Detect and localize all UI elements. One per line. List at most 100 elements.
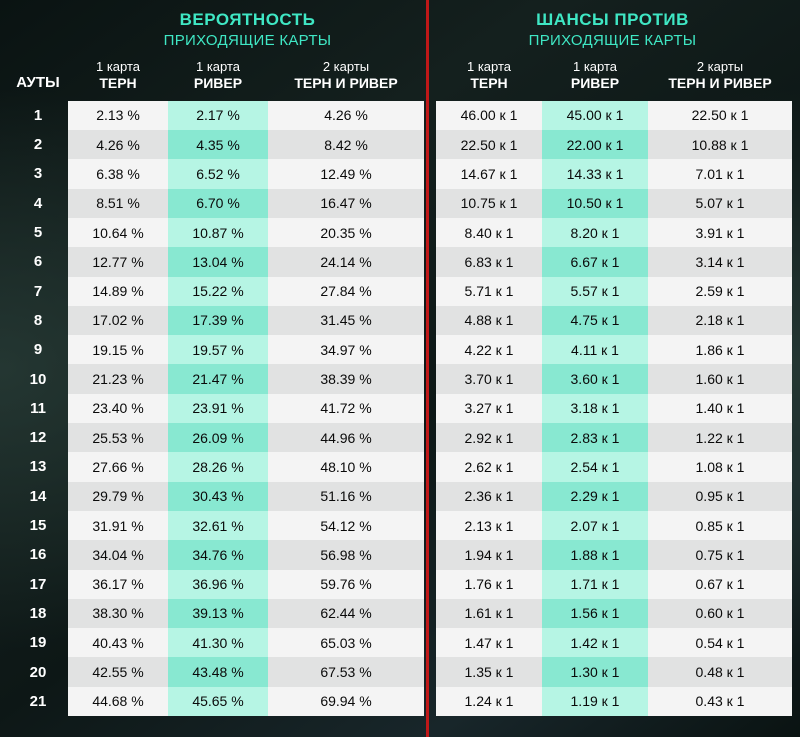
cell-both-pct: 65.03 % [268,628,424,657]
cell-river-odds: 2.07 к 1 [542,511,648,540]
cell-both-pct: 34.97 % [268,335,424,364]
table-row: 1123.40 %23.91 %41.72 %3.27 к 13.18 к 11… [8,394,792,423]
left-half: 17.02 %17.39 %31.45 % [68,306,424,335]
right-half: 1.35 к 11.30 к 10.48 к 1 [430,657,792,686]
left-half: 36.17 %36.96 %59.76 % [68,570,424,599]
cell-both-pct: 62.44 % [268,599,424,628]
left-half: 27.66 %28.26 %48.10 % [68,452,424,481]
right-title: ШАНСЫ ПРОТИВ [433,10,792,30]
cell-turn-pct: 19.15 % [68,335,168,364]
cell-turn-pct: 21.23 % [68,364,168,393]
table-row: 24.26 %4.35 %8.42 %22.50 к 122.00 к 110.… [8,130,792,159]
cell-turn-pct: 27.66 % [68,452,168,481]
cell-turn-odds: 1.47 к 1 [436,628,542,657]
outs-cell: 10 [8,364,68,393]
left-headers: 1 карта ТЕРН 1 карта РИВЕР 2 карты ТЕРН … [68,59,424,93]
cell-turn-odds: 8.40 к 1 [436,218,542,247]
header-label: ТЕРН [436,75,542,93]
right-half: 1.47 к 11.42 к 10.54 к 1 [430,628,792,657]
cell-river-odds: 1.71 к 1 [542,570,648,599]
cell-turn-pct: 31.91 % [68,511,168,540]
cell-river-pct: 39.13 % [168,599,268,628]
cell-both-pct: 51.16 % [268,482,424,511]
left-half: 4.26 %4.35 %8.42 % [68,130,424,159]
outs-cell: 5 [8,218,68,247]
cell-river-odds: 14.33 к 1 [542,159,648,188]
cell-river-odds: 1.88 к 1 [542,540,648,569]
table-row: 919.15 %19.57 %34.97 %4.22 к 14.11 к 11.… [8,335,792,364]
cell-both-odds: 2.59 к 1 [648,277,792,306]
outs-cell: 8 [8,306,68,335]
cell-both-pct: 4.26 % [268,101,424,130]
cell-river-odds: 2.29 к 1 [542,482,648,511]
cell-turn-odds: 2.62 к 1 [436,452,542,481]
right-half: 1.24 к 11.19 к 10.43 к 1 [430,687,792,716]
cell-both-odds: 3.14 к 1 [648,247,792,276]
cell-both-pct: 41.72 % [268,394,424,423]
table-row: 1940.43 %41.30 %65.03 %1.47 к 11.42 к 10… [8,628,792,657]
column-headers: АУТЫ 1 карта ТЕРН 1 карта РИВЕР 2 карты … [8,59,792,93]
cell-turn-pct: 12.77 % [68,247,168,276]
outs-cell: 20 [8,657,68,686]
header-label: РИВЕР [168,75,268,93]
cell-turn-pct: 40.43 % [68,628,168,657]
cell-river-pct: 28.26 % [168,452,268,481]
cell-river-odds: 22.00 к 1 [542,130,648,159]
cell-turn-odds: 46.00 к 1 [436,101,542,130]
cell-both-pct: 16.47 % [268,189,424,218]
cell-river-odds: 2.83 к 1 [542,423,648,452]
cell-river-pct: 23.91 % [168,394,268,423]
right-half: 8.40 к 18.20 к 13.91 к 1 [430,218,792,247]
header-label: 1 карта [68,59,168,75]
cell-river-pct: 19.57 % [168,335,268,364]
outs-cell: 1 [8,101,68,130]
left-half: 12.77 %13.04 %24.14 % [68,247,424,276]
cell-both-pct: 38.39 % [268,364,424,393]
outs-cell: 2 [8,130,68,159]
cell-turn-odds: 3.27 к 1 [436,394,542,423]
header-left-turn: 1 карта ТЕРН [68,59,168,93]
left-half: 44.68 %45.65 %69.94 % [68,687,424,716]
left-half: 6.38 %6.52 %12.49 % [68,159,424,188]
left-half: 14.89 %15.22 %27.84 % [68,277,424,306]
left-subtitle: ПРИХОДЯЩИЕ КАРТЫ [68,32,427,49]
cell-turn-odds: 2.92 к 1 [436,423,542,452]
outs-cell: 16 [8,540,68,569]
outs-cell: 9 [8,335,68,364]
left-half: 25.53 %26.09 %44.96 % [68,423,424,452]
header-right-turn: 1 карта ТЕРН [436,59,542,93]
cell-river-pct: 36.96 % [168,570,268,599]
header-left-river: 1 карта РИВЕР [168,59,268,93]
table-row: 1225.53 %26.09 %44.96 %2.92 к 12.83 к 11… [8,423,792,452]
table-row: 1531.91 %32.61 %54.12 %2.13 к 12.07 к 10… [8,511,792,540]
cell-river-odds: 8.20 к 1 [542,218,648,247]
cell-both-odds: 5.07 к 1 [648,189,792,218]
cell-turn-odds: 14.67 к 1 [436,159,542,188]
cell-river-odds: 4.11 к 1 [542,335,648,364]
cell-both-odds: 3.91 к 1 [648,218,792,247]
cell-both-pct: 31.45 % [268,306,424,335]
table-row: 612.77 %13.04 %24.14 %6.83 к 16.67 к 13.… [8,247,792,276]
cell-both-odds: 0.95 к 1 [648,482,792,511]
cell-both-odds: 0.85 к 1 [648,511,792,540]
left-half: 10.64 %10.87 %20.35 % [68,218,424,247]
right-half: 2.92 к 12.83 к 11.22 к 1 [430,423,792,452]
cell-both-pct: 67.53 % [268,657,424,686]
outs-cell: 15 [8,511,68,540]
cell-turn-pct: 23.40 % [68,394,168,423]
cell-both-pct: 59.76 % [268,570,424,599]
cell-turn-odds: 1.35 к 1 [436,657,542,686]
left-half: 38.30 %39.13 %62.44 % [68,599,424,628]
outs-cell: 4 [8,189,68,218]
left-title-block: ВЕРОЯТНОСТЬ ПРИХОДЯЩИЕ КАРТЫ [68,10,427,49]
cell-river-odds: 1.42 к 1 [542,628,648,657]
cell-river-pct: 4.35 % [168,130,268,159]
cell-turn-odds: 1.61 к 1 [436,599,542,628]
cell-turn-odds: 6.83 к 1 [436,247,542,276]
right-half: 2.62 к 12.54 к 11.08 к 1 [430,452,792,481]
outs-cell: 18 [8,599,68,628]
cell-both-odds: 7.01 к 1 [648,159,792,188]
cell-turn-odds: 2.36 к 1 [436,482,542,511]
cell-river-odds: 10.50 к 1 [542,189,648,218]
table-body: 12.13 %2.17 %4.26 %46.00 к 145.00 к 122.… [8,101,792,716]
